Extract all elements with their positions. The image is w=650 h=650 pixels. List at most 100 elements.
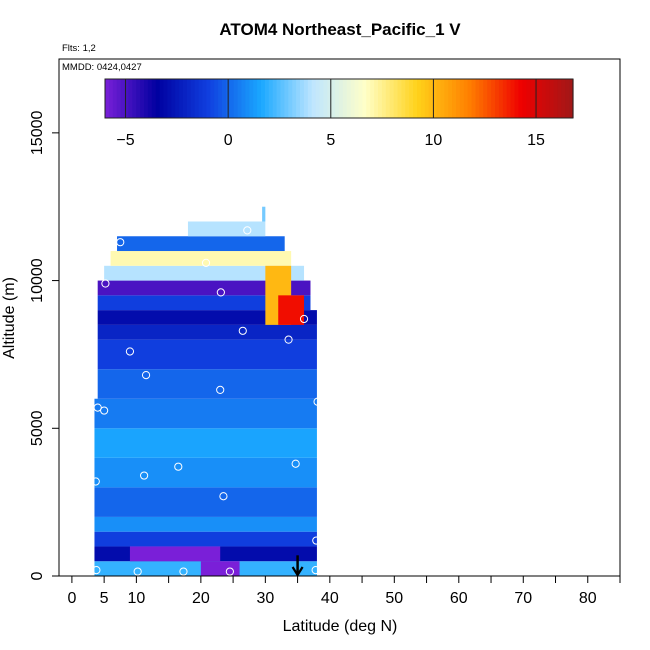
colorbar-segment (456, 79, 461, 118)
colorbar-segment (370, 79, 375, 118)
colorbar-segment (381, 79, 387, 118)
colorbar-segment (136, 79, 141, 118)
colorbar-segment (420, 79, 426, 118)
observation-points (91, 226, 327, 576)
colorbar-segment (452, 79, 457, 118)
colorbar-segment (502, 79, 508, 118)
colorbar-segment (128, 79, 133, 118)
colorbar-segment (366, 79, 371, 118)
colorbar-tick-label: 10 (425, 132, 443, 149)
colorbar-segment (487, 79, 492, 118)
observation-point (225, 567, 234, 576)
colorbar-segment (167, 79, 172, 118)
observation-point (174, 462, 183, 471)
observation-point (133, 567, 142, 576)
colorbar-segment (545, 79, 551, 118)
colorbar-segment (229, 79, 235, 118)
y-tick-label: 15000 (29, 111, 46, 156)
colorbar-segment (444, 79, 449, 118)
colorbar-segment (467, 79, 473, 118)
colorbar-segment (405, 79, 410, 118)
x-tick-label: 20 (192, 590, 210, 607)
heatmap-cell (97, 295, 311, 311)
colorbar-segment (171, 79, 176, 118)
colorbar-segment (241, 79, 246, 118)
colorbar-tick-label: 0 (224, 132, 233, 149)
colorbar-segment (569, 79, 574, 118)
colorbar-segment (549, 79, 555, 118)
colorbar-segment (112, 79, 118, 118)
x-tick-label: 10 (127, 590, 145, 607)
colorbar-segment (276, 79, 282, 118)
colorbar-segment (428, 79, 434, 118)
colorbar-segment (565, 79, 570, 118)
colorbar-segment (374, 79, 379, 118)
observation-point (93, 403, 102, 412)
colorbar-segment (522, 79, 527, 118)
heatmap-cell (97, 280, 311, 296)
y-axis-label: Altitude (m) (1, 277, 18, 359)
heatmap-cell (117, 236, 285, 252)
colorbar-frame (104, 78, 574, 119)
colorbar-segment (237, 79, 243, 118)
y-tick-label: 5000 (29, 410, 46, 446)
colorbar-segment (245, 79, 250, 118)
observation-point (243, 226, 252, 235)
colorbar-segment (495, 79, 500, 118)
colorbar-segment (296, 79, 301, 118)
colorbar-segment (261, 79, 266, 118)
x-tick-label: 60 (450, 590, 468, 607)
colorbar-segment (268, 79, 274, 118)
colorbar-segment (315, 79, 321, 118)
colorbar-segment (498, 79, 504, 118)
x-tick-label: 40 (321, 590, 339, 607)
observation-point (219, 492, 228, 501)
colorbar-segment (389, 79, 395, 118)
observation-point (125, 347, 135, 356)
colorbar-segment (362, 79, 367, 118)
observation-point (140, 471, 149, 480)
colorbar-segment (206, 79, 211, 118)
heatmap-cell (200, 561, 240, 576)
colorbar-segment (506, 79, 512, 118)
plot-frame (58, 58, 621, 577)
heatmap-cell (278, 295, 305, 325)
y-tick-label: 0 (29, 571, 46, 580)
colorbar-segment (339, 79, 344, 118)
colorbar-segment (186, 79, 192, 118)
colorbar-segment (479, 79, 484, 118)
observation-point (238, 326, 247, 335)
observation-point (101, 279, 110, 288)
observation-point (100, 406, 109, 415)
colorbar-tick-label: 5 (326, 132, 335, 149)
colorbar-segment (202, 79, 207, 118)
colorbar-segment (303, 79, 309, 118)
observation-point (284, 335, 293, 344)
colorbar-segment (175, 79, 180, 118)
colorbar-segment (526, 79, 531, 118)
colorbar-tick-label: −5 (116, 132, 134, 149)
heatmap-cell (94, 487, 317, 517)
colorbar-segment (198, 79, 204, 118)
colorbar-segment (510, 79, 516, 118)
x-tick-label: 0 (67, 590, 76, 607)
heatmap-cell (97, 310, 317, 325)
colorbar-segment (323, 79, 328, 118)
colorbar-segment (194, 79, 200, 118)
colorbar-tick-label: 15 (527, 132, 545, 149)
observation-point (216, 385, 225, 394)
latitude-marker-arrow (291, 555, 304, 578)
heatmap-cell (94, 457, 317, 488)
colorbar-segment (557, 79, 562, 118)
colorbar-segment (397, 79, 402, 118)
colorbar-segment (116, 79, 122, 118)
colorbar-segment (459, 79, 465, 118)
colorbar-segment (147, 79, 153, 118)
chart-title: ATOM4 Northeast_Pacific_1 V (219, 20, 461, 39)
colorbar-segment (288, 79, 293, 118)
colorbar-segment (436, 79, 441, 118)
x-tick-label: 5 (100, 590, 109, 607)
colorbar-segment (518, 79, 523, 118)
colorbar-segment (132, 79, 137, 118)
